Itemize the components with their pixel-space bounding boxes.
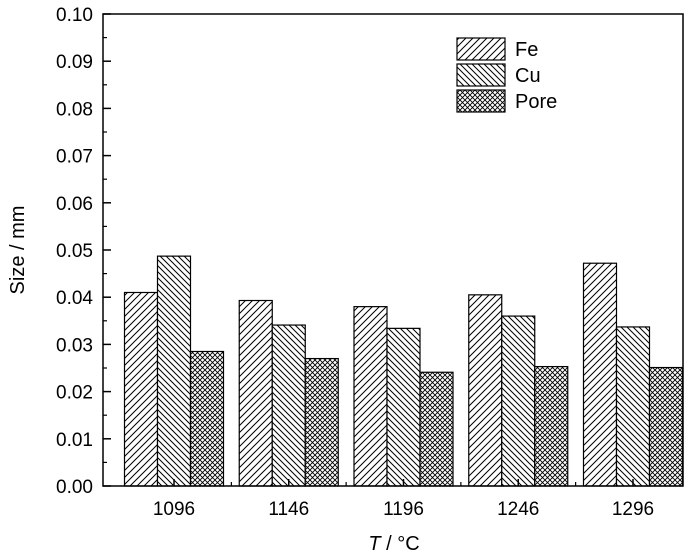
bar-fe-1096 [123,291,159,487]
x-axis-title: T / °C [368,533,419,555]
x-tick-label: 1096 [153,499,195,520]
bar-cu-1246 [501,315,536,487]
y-axis: 0.00 0.01 0.02 0.03 0.04 0.05 0.06 0.07 0.08 0.09… [56,5,111,498]
y-tick-label: 0.01 [56,430,93,451]
legend-label-pore: Pore [515,91,557,113]
bar-pore-1296 [648,366,684,487]
x-tick-label: 1296 [612,499,654,520]
bar-pore-1146 [304,357,339,487]
y-tick-label: 0.00 [56,477,93,498]
x-tick-label: 1196 [383,499,424,520]
legend-swatch-pore [456,89,506,113]
x-axis-title-unit: / °C [381,533,420,555]
bar-cu-1146 [271,324,306,487]
legend-label-cu: Cu [515,65,541,87]
bar-pore-1246 [534,365,569,487]
bar-fe-1146 [238,299,273,487]
bar-fe-1296 [582,262,618,487]
bar-cu-1296 [615,326,651,487]
y-tick-label: 0.06 [56,194,93,215]
legend-swatch-cu [456,63,506,87]
legend-label-fe: Fe [515,39,538,61]
bar-cu-1096 [156,255,192,487]
bar-cu-1196 [386,327,421,487]
y-tick-label: 0.07 [56,147,93,168]
bar-pore-1096 [189,350,225,487]
x-axis-title-variable: T [368,533,382,555]
y-tick-label: 0.10 [56,5,93,26]
y-tick-label: 0.04 [56,288,93,309]
bar-fe-1246 [468,294,503,487]
y-axis-title: Size / mm [7,206,29,295]
x-axis: 1096 1146 1196 1246 1296 [153,479,654,520]
x-tick-label: 1246 [497,499,539,520]
y-tick-label: 0.02 [56,383,93,404]
y-tick-label: 0.08 [56,99,93,120]
bar-fe-1196 [353,306,388,487]
x-tick-label: 1146 [268,499,309,520]
bar-pore-1196 [419,371,454,487]
y-tick-label: 0.03 [56,335,93,356]
y-tick-label: 0.09 [56,52,93,73]
y-tick-label: 0.05 [56,241,93,262]
legend: Fe Cu Pore [456,37,557,113]
legend-swatch-fe [456,37,506,61]
bars-group [123,255,684,487]
